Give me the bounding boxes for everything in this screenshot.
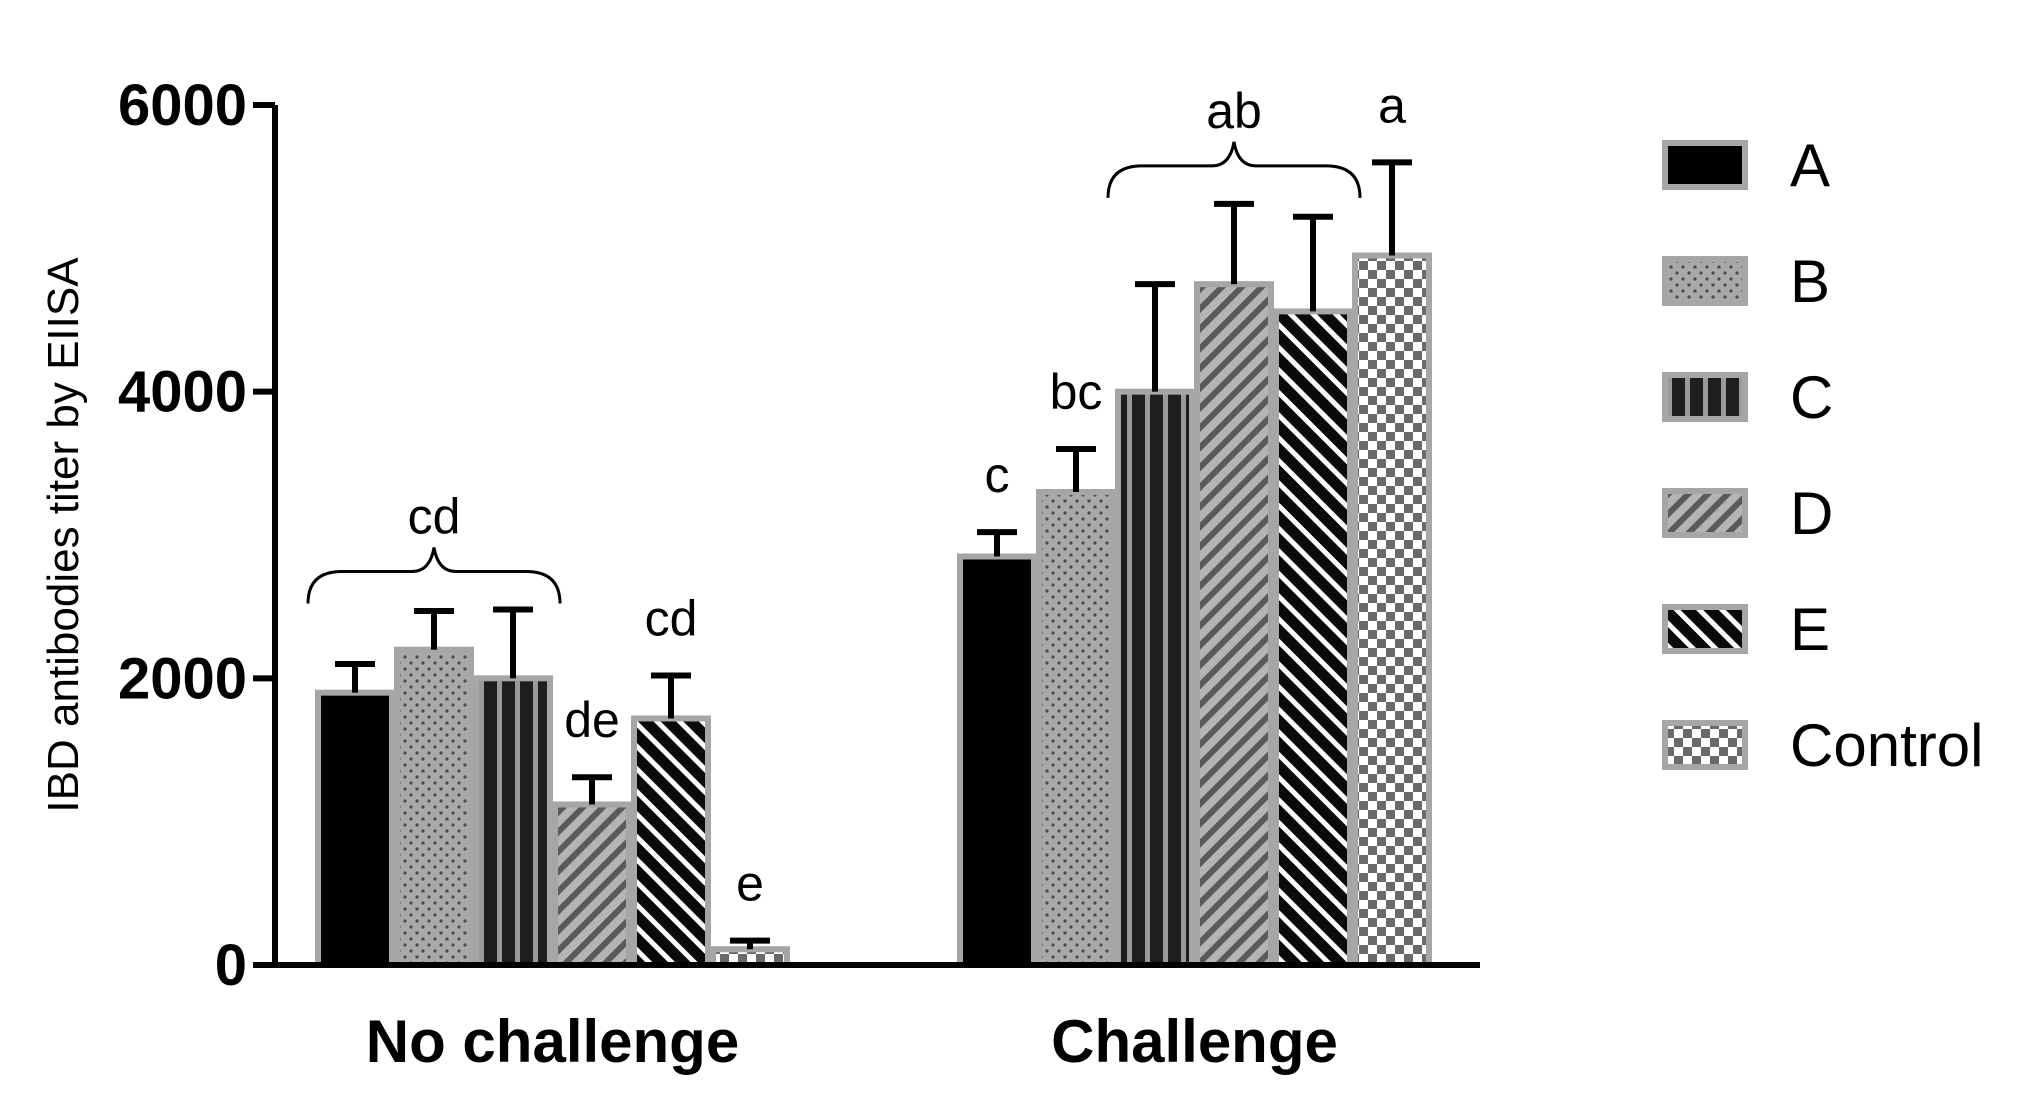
y-tick-label: 4000 [118, 360, 247, 425]
legend-label-c: C [1790, 364, 1833, 431]
legend-label-e: E [1790, 596, 1830, 663]
bar-d-no-challenge [552, 801, 632, 969]
y-tick-label: 2000 [118, 646, 247, 711]
significance-label: e [736, 856, 764, 912]
x-category-label: Challenge [1051, 1008, 1338, 1075]
bar-c-no-challenge [473, 675, 553, 968]
bar-b-no-challenge [394, 646, 474, 969]
y-tick-label: 0 [215, 933, 247, 998]
bar-a-challenge [957, 553, 1037, 968]
legend-swatch-c [1662, 372, 1748, 422]
significance-label: a [1378, 77, 1406, 133]
legend-swatch-control [1662, 720, 1748, 770]
legend-swatch-b [1662, 256, 1748, 306]
legend-label-a: A [1790, 132, 1830, 199]
significance-label: bc [1050, 364, 1103, 420]
significance-label: de [564, 692, 620, 748]
significance-label: cd [408, 489, 461, 545]
legend-swatch-d [1662, 488, 1748, 538]
legend-label-b: B [1790, 248, 1830, 315]
x-category-label: No challenge [366, 1008, 739, 1075]
legend-label-control: Control [1790, 712, 1983, 779]
significance-bracket [306, 547, 562, 604]
y-tick-label: 6000 [118, 73, 247, 138]
significance-bracket [1106, 141, 1362, 198]
significance-label: c [985, 447, 1010, 503]
y-axis-label: IBD antibodies titer by EIISA [39, 257, 88, 813]
bar-d-challenge [1194, 281, 1274, 968]
bar-e-no-challenge [631, 715, 711, 969]
bar-a-no-challenge [315, 689, 395, 969]
legend-label-d: D [1790, 480, 1833, 547]
bar-b-challenge [1036, 489, 1116, 968]
significance-label: ab [1206, 83, 1262, 139]
legend-swatch-e [1662, 604, 1748, 654]
bar-e-challenge [1273, 308, 1353, 968]
bar-control-challenge [1352, 252, 1432, 968]
significance-label: cd [645, 590, 698, 646]
bar-c-challenge [1115, 388, 1195, 968]
legend-swatch-a [1662, 140, 1748, 190]
